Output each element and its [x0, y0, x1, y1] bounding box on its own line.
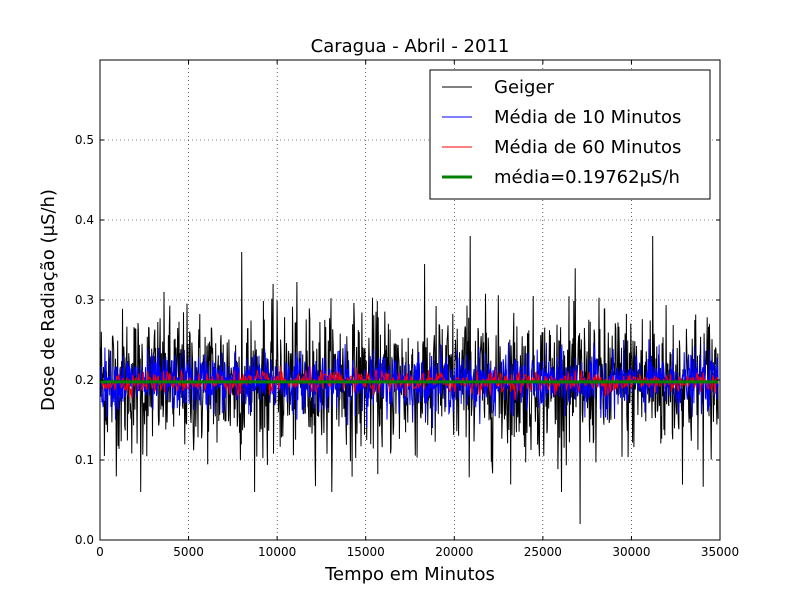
- x-tick-label: 0: [96, 545, 104, 559]
- y-tick-label: 0.2: [75, 373, 94, 387]
- x-tick-label: 10000: [258, 545, 296, 559]
- chart-title: Caragua - Abril - 2011: [311, 36, 510, 57]
- legend-label: média=0.19762μS/h: [494, 167, 680, 188]
- y-axis-title: Dose de Radiação (μS/h): [38, 189, 59, 411]
- y-tick-label: 0.0: [75, 533, 94, 547]
- legend-label: Geiger: [494, 77, 555, 98]
- x-tick-label: 15000: [347, 545, 385, 559]
- y-tick-label: 0.4: [75, 213, 94, 227]
- x-tick-label: 35000: [701, 545, 739, 559]
- y-tick-label: 0.3: [75, 293, 94, 307]
- legend-label: Média de 10 Minutos: [494, 107, 681, 128]
- x-tick-label: 25000: [524, 545, 562, 559]
- y-tick-label: 0.1: [75, 453, 94, 467]
- legend-box: [429, 69, 711, 200]
- x-tick-label: 20000: [435, 545, 473, 559]
- legend: Geiger Média de 10 Minutos Média de 60 Min…: [429, 69, 711, 200]
- x-axis-title: Tempo em Minutos: [324, 564, 495, 585]
- x-tick-label: 5000: [173, 545, 204, 559]
- y-tick-label: 0.5: [75, 133, 94, 147]
- x-tick-label: 30000: [612, 545, 650, 559]
- legend-label: Média de 60 Minutos: [494, 137, 681, 158]
